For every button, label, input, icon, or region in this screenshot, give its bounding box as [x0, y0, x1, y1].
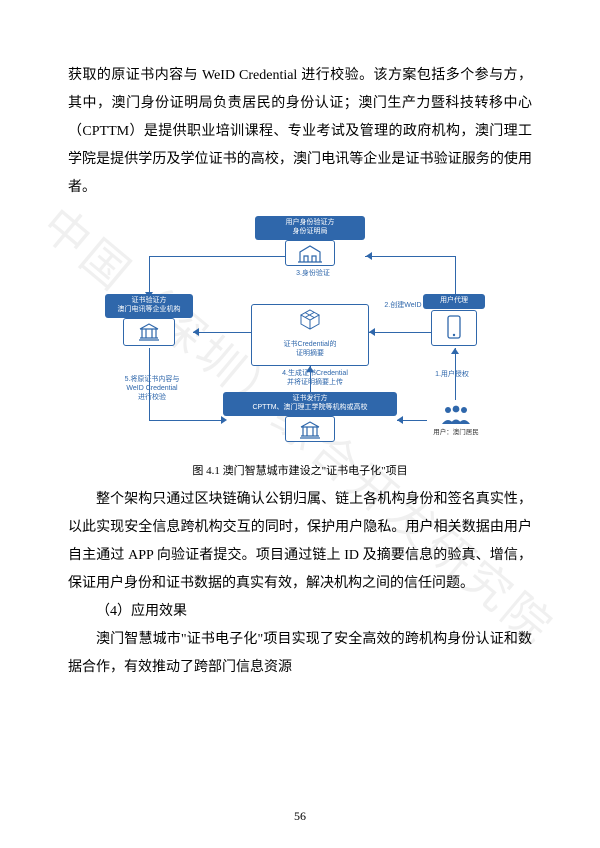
- user-label: 用户：澳门居民: [423, 429, 489, 437]
- left-box-line1: 证书验证方: [109, 297, 189, 306]
- right-box-line1: 用户代理: [427, 297, 481, 306]
- bank-icon: [137, 322, 161, 342]
- architecture-diagram: 用户身份验证方 身份证明局 证书验证方 澳门电讯等企业机构: [105, 216, 495, 451]
- arrowhead-icon: [145, 292, 153, 298]
- arrow-seg: [149, 256, 285, 257]
- arrowhead-icon: [397, 416, 403, 424]
- arrowhead-icon: [366, 252, 372, 260]
- center-line2: 证明摘要: [256, 350, 364, 359]
- bottom-box-line2: CPTTM、澳门理工学院等机构或高校: [227, 404, 393, 413]
- arrowhead-icon: [221, 416, 227, 424]
- diagram-right-box: 用户代理: [423, 294, 485, 309]
- label-5-l1: 5.将原证书内容与: [109, 376, 195, 385]
- bottom-icon-box: [285, 416, 335, 442]
- top-box-line1: 用户身份验证方: [259, 219, 361, 228]
- label-2: 2.创建WeID: [375, 302, 431, 311]
- paragraph-3: 澳门智慧城市"证书电子化"项目实现了安全高效的跨机构身份认证和数据合作，有效推动…: [68, 626, 532, 682]
- diagram-container: 用户身份验证方 身份证明局 证书验证方 澳门电讯等企业机构: [68, 216, 532, 478]
- label-5: 5.将原证书内容与 WeID Credential 进行校验: [109, 376, 195, 402]
- arrow-seg: [455, 348, 456, 400]
- page-number: 56: [0, 809, 600, 824]
- label-4-l1: 4.生成证书Credential: [255, 370, 375, 379]
- arrow-seg: [149, 256, 150, 294]
- heading-4: （4）应用效果: [68, 598, 532, 626]
- top-icon-box: [285, 240, 335, 266]
- arrow-seg: [193, 332, 251, 333]
- label-4: 4.生成证书Credential 并将证明摘要上传: [255, 370, 375, 388]
- arrowhead-icon: [193, 328, 199, 336]
- bottom-box-line1: 证书发行方: [227, 395, 393, 404]
- label-5-l3: 进行校验: [109, 394, 195, 403]
- center-line1: 证书Credential的: [256, 341, 364, 350]
- right-icon-box: [431, 310, 477, 346]
- left-icon-box: [123, 318, 175, 346]
- left-box-line2: 澳门电讯等企业机构: [109, 306, 189, 315]
- building-icon: [298, 244, 322, 264]
- diagram-center-box: 证书Credential的 证明摘要: [251, 304, 369, 366]
- phone-icon: [446, 314, 462, 340]
- page-content: 获取的原证书内容与 WeID Credential 进行校验。该方案包括多个参与…: [0, 0, 600, 722]
- diagram-bottom-box: 证书发行方 CPTTM、澳门理工学院等机构或高校: [223, 392, 397, 416]
- arrow-seg: [149, 420, 223, 421]
- paragraph-2: 整个架构只通过区块链确认公钥归属、链上各机构身份和签名真实性，以此实现安全信息跨…: [68, 486, 532, 598]
- arrow-seg: [455, 256, 456, 294]
- diagram-top-box: 用户身份验证方 身份证明局: [255, 216, 365, 240]
- arrowhead-icon: [451, 348, 459, 354]
- top-box-line2: 身份证明局: [259, 228, 361, 237]
- label-3: 3.身份验证: [283, 270, 343, 279]
- label-4-l2: 并将证明摘要上传: [255, 379, 375, 388]
- cube-icon: [295, 308, 325, 334]
- label-5-l2: WeID Credential: [109, 385, 195, 394]
- arrow-seg: [365, 256, 455, 257]
- paragraph-1: 获取的原证书内容与 WeID Credential 进行校验。该方案包括多个参与…: [68, 62, 532, 202]
- users-group: 用户：澳门居民: [423, 404, 489, 437]
- arrow-seg: [369, 332, 431, 333]
- bank-icon-2: [298, 420, 322, 440]
- arrowhead-icon: [369, 328, 375, 336]
- people-icon: [436, 404, 476, 424]
- label-1: 1.用户授权: [421, 371, 483, 380]
- diagram-caption: 图 4.1 澳门智慧城市建设之"证书电子化"项目: [68, 462, 532, 478]
